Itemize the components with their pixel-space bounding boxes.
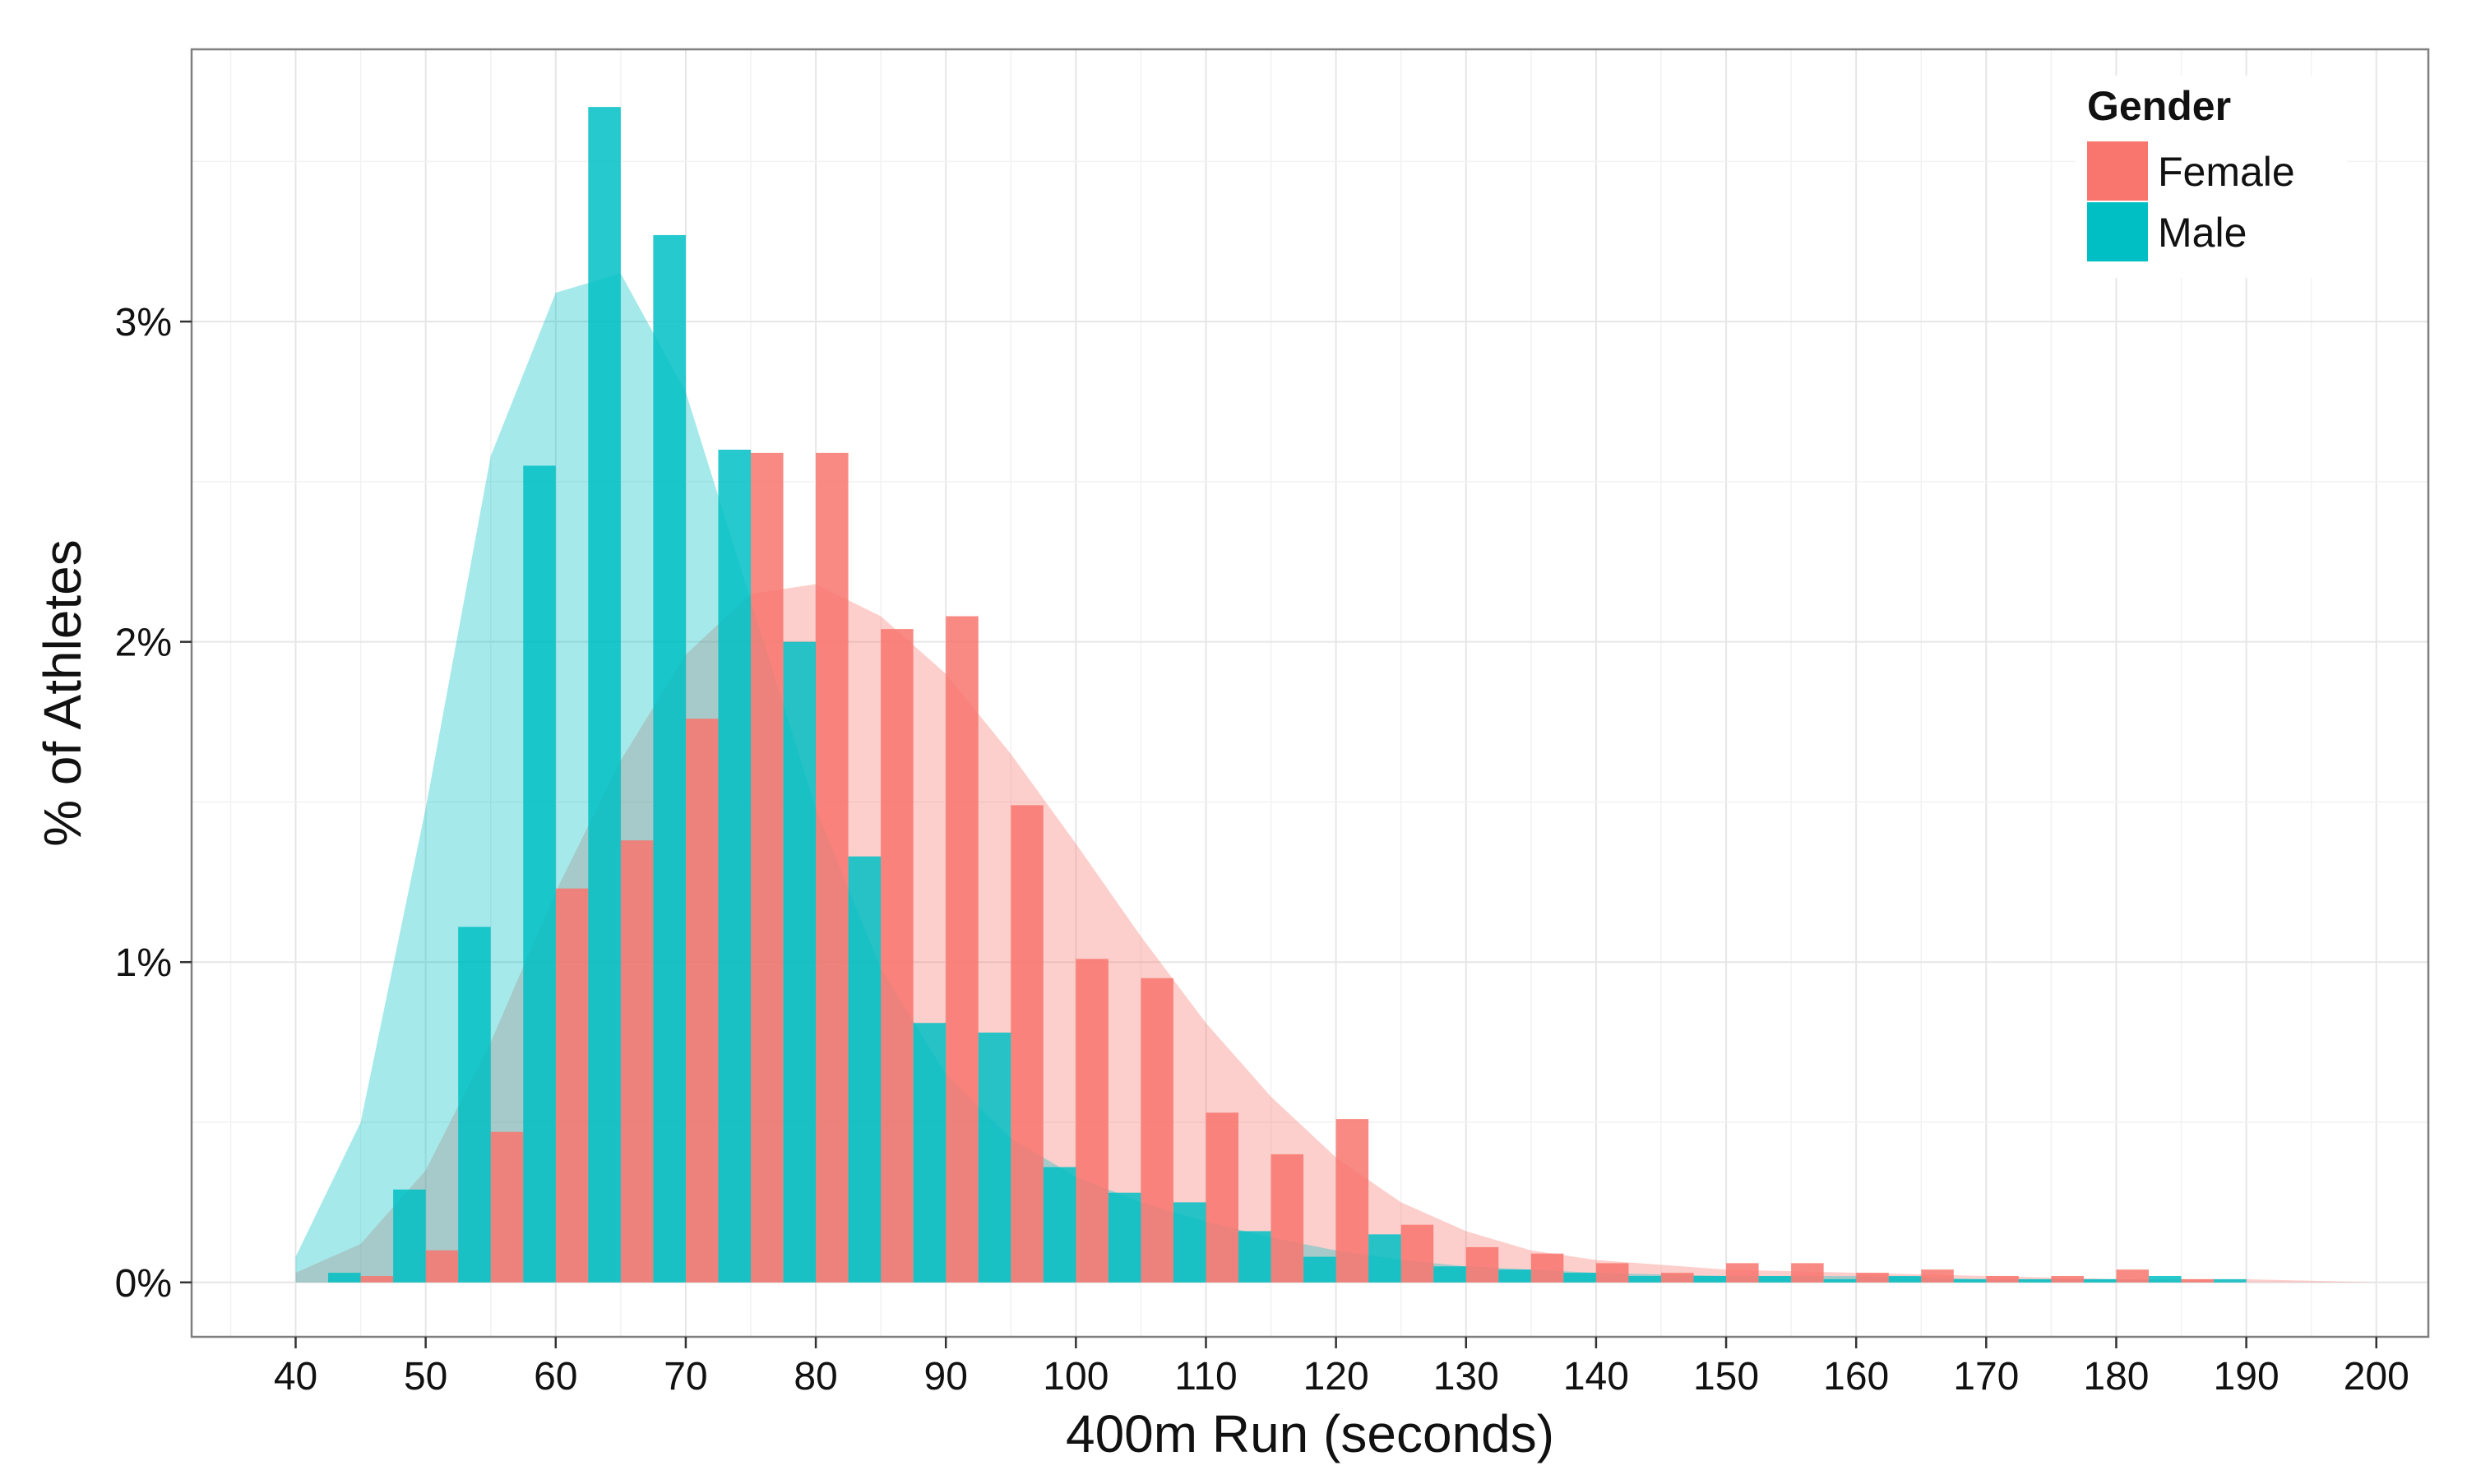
y-tick-label: 0% — [115, 1262, 172, 1306]
x-tick-label: 70 — [664, 1355, 707, 1398]
bar-male — [978, 1032, 1011, 1283]
bar-female — [816, 452, 849, 1283]
bar-female — [2181, 1278, 2215, 1283]
bar-female — [1791, 1263, 1824, 1283]
bar-female — [1726, 1263, 1759, 1283]
y-axis-title: % of Athletes — [33, 539, 92, 847]
bar-female — [490, 1131, 524, 1283]
bar-male — [2018, 1278, 2052, 1283]
bar-male — [2083, 1278, 2117, 1283]
bar-female — [1076, 959, 1109, 1283]
bar-male — [1433, 1266, 1466, 1283]
x-tick-label: 150 — [1693, 1355, 1759, 1398]
bar-male — [1368, 1234, 1401, 1283]
bar-male — [1693, 1275, 1727, 1283]
bar-female — [1530, 1253, 1564, 1283]
bar-male — [1108, 1192, 1141, 1283]
bar-female — [1335, 1119, 1369, 1283]
x-tick-label: 80 — [794, 1355, 837, 1398]
x-tick-label: 190 — [2214, 1355, 2280, 1398]
bar-male — [1303, 1256, 1336, 1283]
bar-male — [1823, 1278, 1857, 1283]
bar-female — [1921, 1269, 1954, 1283]
bar-female — [946, 616, 979, 1283]
bar-female — [685, 719, 719, 1283]
bar-male — [1888, 1275, 1922, 1283]
x-tick-label: 140 — [1563, 1355, 1629, 1398]
bar-male — [1238, 1231, 1271, 1283]
x-tick-label: 100 — [1043, 1355, 1109, 1398]
bar-male — [1173, 1202, 1206, 1283]
bar-female — [1465, 1246, 1499, 1283]
bar-male — [1758, 1275, 1792, 1283]
bar-female — [555, 888, 589, 1283]
legend: Gender Female Male — [2076, 76, 2347, 278]
bar-female — [360, 1275, 394, 1283]
bar-male — [783, 641, 817, 1283]
bar-male — [1043, 1167, 1076, 1283]
bar-male — [718, 449, 751, 1283]
bar-male — [328, 1273, 361, 1283]
panel-border — [190, 48, 2430, 1338]
legend-label-female: Female — [2158, 149, 2295, 195]
x-tick-label: 40 — [274, 1355, 317, 1398]
bar-female — [2051, 1275, 2084, 1283]
legend-title: Gender — [2087, 83, 2231, 129]
y-tick-label: 3% — [115, 301, 172, 344]
legend-key-female — [2087, 141, 2148, 201]
bar-male — [1628, 1275, 1661, 1283]
x-tick-label: 180 — [2083, 1355, 2149, 1398]
y-tick-label: 2% — [115, 622, 172, 665]
bar-female — [2116, 1269, 2149, 1283]
bar-female — [881, 629, 914, 1283]
x-axis: 40 50 60 70 80 90 100 110 120 130 140 150 160 170 180 1… — [274, 1337, 2409, 1398]
bar-female — [1400, 1224, 1434, 1283]
y-tick-label: 1% — [115, 941, 172, 985]
bar-male — [1498, 1269, 1531, 1283]
bar-female — [1595, 1263, 1629, 1283]
bar-male — [913, 1023, 947, 1283]
bar-female — [1206, 1112, 1239, 1283]
x-tick-label: 160 — [1823, 1355, 1889, 1398]
x-tick-label: 90 — [924, 1355, 968, 1398]
histogram-bars — [328, 107, 2247, 1283]
bar-female — [1856, 1273, 1889, 1283]
x-tick-label: 120 — [1303, 1355, 1369, 1398]
x-tick-label: 130 — [1433, 1355, 1499, 1398]
x-tick-label: 200 — [2344, 1355, 2409, 1398]
bar-female — [1141, 978, 1173, 1283]
bar-female — [1271, 1153, 1304, 1283]
bar-female — [620, 840, 654, 1283]
y-axis: 0% 1% 2% 3% — [115, 301, 192, 1306]
bar-female — [1986, 1275, 2019, 1283]
bar-male — [588, 107, 621, 1283]
bar-male — [1953, 1278, 1987, 1283]
bar-female — [425, 1250, 459, 1283]
bar-male — [458, 927, 491, 1283]
bar-male — [523, 465, 556, 1283]
bar-female — [751, 452, 784, 1283]
bar-male — [2214, 1278, 2247, 1283]
bar-female — [1011, 805, 1044, 1283]
x-tick-label: 170 — [1953, 1355, 2019, 1398]
bar-male — [848, 856, 882, 1283]
bar-female — [1660, 1273, 1694, 1283]
bar-male — [2149, 1275, 2182, 1283]
bar-male — [393, 1189, 426, 1283]
legend-key-male — [2087, 202, 2148, 261]
x-tick-label: 60 — [534, 1355, 577, 1398]
legend-label-male: Male — [2158, 210, 2247, 256]
bar-male — [1563, 1273, 1596, 1283]
x-tick-label: 110 — [1174, 1355, 1238, 1398]
bar-male — [653, 234, 686, 1283]
x-axis-title: 400m Run (seconds) — [1066, 1404, 1554, 1463]
x-tick-label: 50 — [404, 1355, 447, 1398]
